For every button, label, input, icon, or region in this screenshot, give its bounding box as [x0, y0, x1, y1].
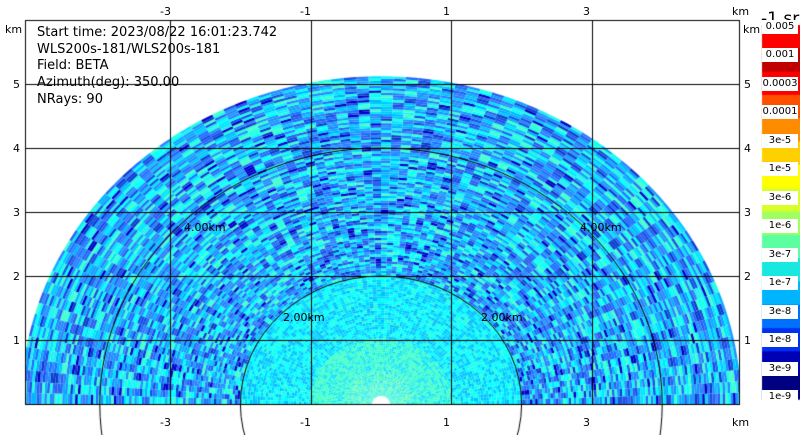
- x-tick-top: -1: [300, 5, 311, 18]
- y-tick-right: 2: [744, 270, 751, 283]
- x-unit-bottom: km: [732, 416, 750, 429]
- colorbar-label: 1e-9: [762, 390, 798, 404]
- x-tick-top: 1: [443, 5, 450, 18]
- x-unit-top: km: [732, 5, 750, 18]
- y-tick-right: 3: [744, 206, 751, 219]
- x-tick-bottom: -3: [160, 416, 171, 429]
- y-tick-left: 3: [13, 206, 20, 219]
- x-tick-bottom: 3: [583, 416, 590, 429]
- ring-label-inner-right: 2.00km: [481, 311, 523, 324]
- field-text: Field: BETA: [37, 58, 109, 74]
- colorbar-label: 3e-9: [762, 362, 798, 376]
- start-time-text: Start time: 2023/08/22 16:01:23.742: [37, 25, 278, 40]
- ring-label-outer-right: 4.00km: [580, 221, 622, 234]
- x-tick-bottom: -1: [300, 416, 311, 429]
- x-tick-top: -3: [160, 5, 171, 18]
- y-unit-left: km: [5, 23, 23, 36]
- y-tick-right: 4: [744, 142, 751, 155]
- y-tick-right: 5: [744, 78, 751, 91]
- colorbar-label: 1e-6: [762, 219, 798, 233]
- instrument-text: WLS200s-181/WLS200s-181: [37, 41, 221, 57]
- y-tick-right: 1: [744, 334, 751, 347]
- ring-label-outer-left: 4.00km: [184, 221, 226, 234]
- colorbar-label: 0.005: [762, 20, 798, 34]
- colorbar-label: 3e-5: [762, 134, 798, 148]
- colorbar-label: 0.001: [762, 48, 798, 62]
- y-tick-left: 4: [13, 142, 20, 155]
- y-tick-left: 5: [13, 78, 20, 91]
- y-unit-right: km: [743, 23, 761, 36]
- y-tick-left: 2: [13, 270, 20, 283]
- info-panel: Start time: 2023/08/22 16:01:23.742 WLS2…: [37, 25, 277, 109]
- colorbar-label: 3e-6: [762, 191, 798, 205]
- colorbar-label: 3e-7: [762, 248, 798, 262]
- ring-label-inner-left: 2.00km: [283, 311, 325, 324]
- colorbar-label: 1e-8: [762, 333, 798, 347]
- colorbar-label: 1e-7: [762, 276, 798, 290]
- y-tick-left: 1: [13, 334, 20, 347]
- x-tick-top: 3: [583, 5, 590, 18]
- colorbar-label: 3e-8: [762, 305, 798, 319]
- x-tick-bottom: 1: [443, 416, 450, 429]
- colorbar-label: 1e-5: [762, 162, 798, 176]
- colorbar-label: 0.0003: [762, 77, 798, 91]
- nrays-text: NRays: 90: [37, 91, 103, 107]
- azimuth-text: Azimuth(deg): 350.00: [37, 75, 180, 91]
- colorbar-label: 0.0001: [762, 105, 798, 119]
